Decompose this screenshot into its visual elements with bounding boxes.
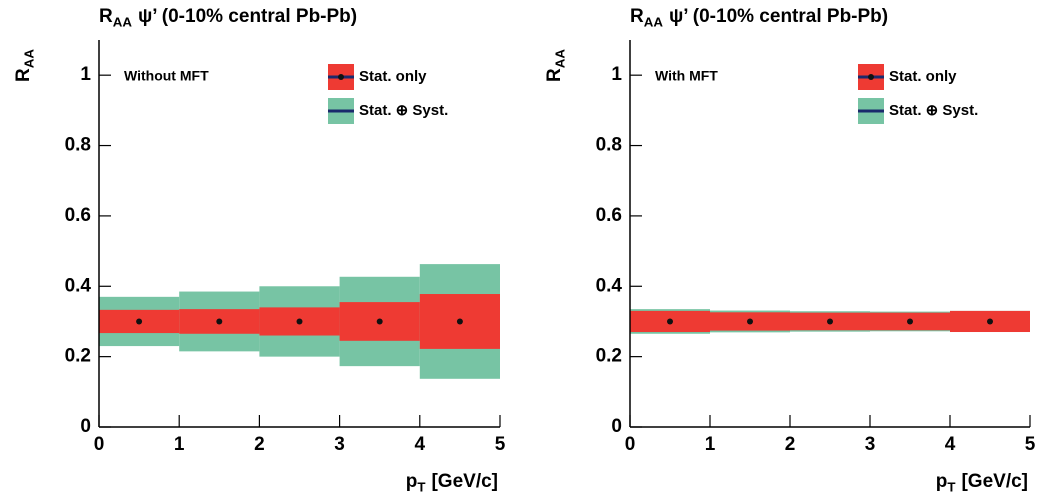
chart-title-main: R <box>630 6 644 27</box>
x-axis-label-rest: [GeV/c] <box>431 471 498 492</box>
chart-title-sub: AA <box>644 14 664 29</box>
x-tick-label: 2 <box>254 434 265 455</box>
x-axis-label-main: p <box>406 471 418 492</box>
y-axis-label-sub: AA <box>552 49 567 69</box>
y-tick-label: 0.2 <box>65 346 91 367</box>
x-axis-label-rest: [GeV/c] <box>961 471 1028 492</box>
x-tick-label: 0 <box>94 434 105 455</box>
legend-point <box>338 74 344 80</box>
x-axis-label-main: p <box>936 471 948 492</box>
y-axis-label: RAA <box>13 49 36 82</box>
data-point <box>667 318 673 325</box>
y-tick-label: 1 <box>80 64 91 85</box>
y-tick-label: 0.4 <box>596 275 623 296</box>
y-tick-label: 0.8 <box>596 135 622 156</box>
x-tick-label: 3 <box>334 434 345 455</box>
y-tick-label: 0.6 <box>596 205 622 226</box>
x-tick-label: 0 <box>625 434 636 455</box>
data-point <box>987 318 993 325</box>
data-point <box>747 318 753 325</box>
chart-title-main: R <box>99 6 113 27</box>
legend-point <box>868 74 874 80</box>
legend-label: Stat. only <box>359 68 427 85</box>
data-point <box>376 318 383 325</box>
chart-title: RAA ψ’ (0-10% central Pb-Pb) <box>99 6 357 29</box>
y-axis-label-main: R <box>13 68 34 82</box>
data-point <box>827 318 833 325</box>
y-tick-label: 0.2 <box>596 346 622 367</box>
x-tick-label: 4 <box>415 434 426 455</box>
legend-label: Stat. ⊕ Syst. <box>359 102 448 119</box>
y-tick-label: 1 <box>611 64 622 85</box>
data-point <box>456 318 463 325</box>
x-tick-label: 5 <box>495 434 506 455</box>
y-tick-label: 0.6 <box>65 205 91 226</box>
y-axis-label: RAA <box>544 49 567 82</box>
chart-title-rest: ψ’ (0-10% central Pb-Pb) <box>669 6 888 27</box>
legend-label: Stat. ⊕ Syst. <box>889 102 978 119</box>
data-point <box>136 318 143 325</box>
annotation: With MFT <box>655 68 718 84</box>
y-tick-label: 0 <box>80 416 91 437</box>
y-tick-label: 0 <box>611 416 622 437</box>
x-tick-label: 4 <box>945 434 956 455</box>
data-point <box>907 318 913 325</box>
x-axis-label: pT [GeV/c] <box>936 471 1028 494</box>
x-axis-label-sub: T <box>947 479 955 494</box>
legend-label: Stat. only <box>889 68 957 85</box>
x-tick-label: 2 <box>785 434 796 455</box>
x-tick-label: 1 <box>705 434 716 455</box>
chart-title: RAA ψ’ (0-10% central Pb-Pb) <box>630 6 888 29</box>
y-axis-label-main: R <box>544 68 565 82</box>
x-tick-label: 3 <box>865 434 876 455</box>
x-axis-label-sub: T <box>417 479 425 494</box>
data-point <box>296 318 303 325</box>
y-axis-label-sub: AA <box>21 49 36 69</box>
chart-title-rest: ψ’ (0-10% central Pb-Pb) <box>138 6 357 27</box>
x-tick-label: 5 <box>1025 434 1036 455</box>
chart-title-sub: AA <box>113 14 133 29</box>
data-point <box>216 318 223 325</box>
annotation: Without MFT <box>124 68 209 84</box>
x-tick-label: 1 <box>174 434 185 455</box>
x-axis-label: pT [GeV/c] <box>406 471 498 494</box>
y-tick-label: 0.8 <box>65 135 91 156</box>
y-tick-label: 0.4 <box>65 275 92 296</box>
